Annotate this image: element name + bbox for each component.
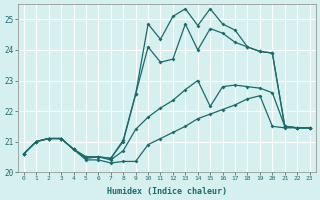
X-axis label: Humidex (Indice chaleur): Humidex (Indice chaleur) <box>107 187 227 196</box>
